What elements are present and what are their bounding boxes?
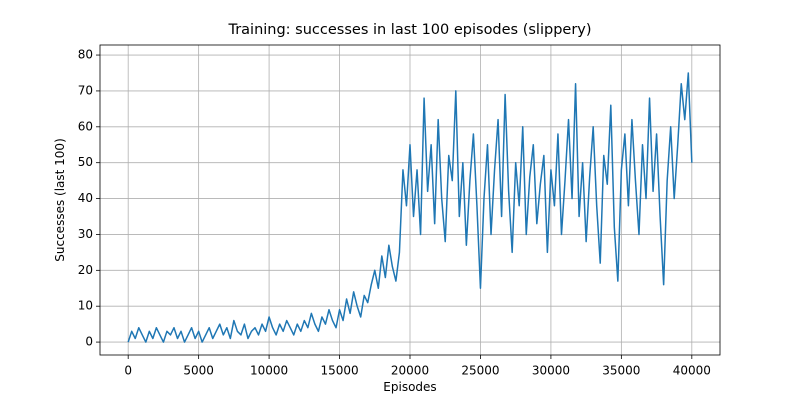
x-tick-label: 35000: [602, 364, 640, 378]
x-tick-label: 15000: [320, 364, 358, 378]
x-tick-label: 20000: [391, 364, 429, 378]
data-line: [127, 72, 693, 343]
x-tick-label: 30000: [532, 364, 570, 378]
y-tick-label: 70: [78, 83, 93, 97]
y-axis-label: Successes (last 100): [53, 138, 67, 261]
y-tick-label: 60: [78, 119, 93, 133]
chart-title: Training: successes in last 100 episodes…: [227, 22, 591, 38]
y-tick-label: 40: [78, 191, 93, 205]
y-tick-label: 80: [78, 48, 93, 62]
x-axis-label: Episodes: [383, 380, 436, 394]
y-tick-label: 30: [78, 227, 93, 241]
y-tick-label: 50: [78, 155, 93, 169]
x-tick-label: 10000: [250, 364, 288, 378]
x-tick-label: 25000: [461, 364, 499, 378]
y-tick-label: 10: [78, 299, 93, 313]
x-tick-label: 0: [124, 364, 132, 378]
x-tick-label: 5000: [183, 364, 214, 378]
x-tick-label: 40000: [673, 364, 711, 378]
y-tick-label: 20: [78, 263, 93, 277]
y-tick-label: 0: [85, 335, 93, 349]
plot-frame: [99, 44, 721, 356]
